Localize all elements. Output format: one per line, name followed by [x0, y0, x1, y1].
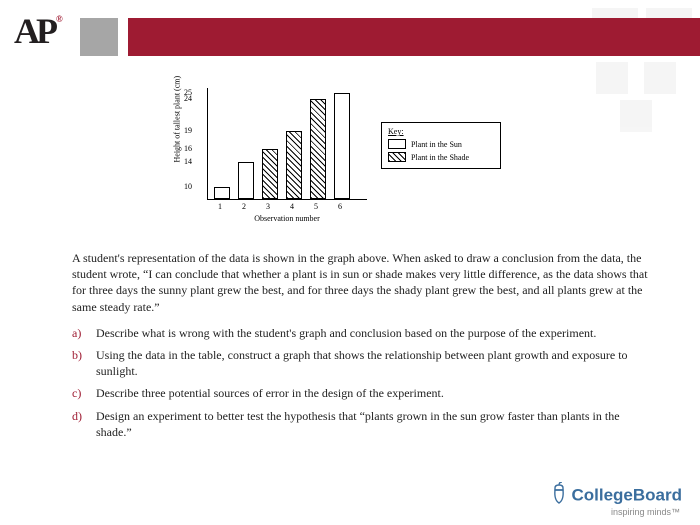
header-red-band — [128, 18, 700, 56]
question-item: b)Using the data in the table, construct… — [72, 347, 650, 379]
bar — [286, 131, 302, 199]
legend-row: Plant in the Shade — [388, 152, 494, 162]
bar — [214, 187, 230, 199]
legend-row: Plant in the Sun — [388, 139, 494, 149]
header-gray-square — [80, 18, 118, 56]
collegeboard-name: CollegeBoard — [571, 486, 682, 505]
y-axis-label: Height of tallest plant (cm) — [173, 76, 182, 163]
chart-plot — [207, 88, 367, 200]
question-item: a)Describe what is wrong with the studen… — [72, 325, 650, 341]
bar — [310, 99, 326, 199]
y-tick: 16 — [184, 145, 192, 153]
x-tick: 6 — [338, 202, 342, 211]
bar — [238, 162, 254, 199]
intro-paragraph: A student's representation of the data i… — [72, 250, 650, 315]
bar — [334, 93, 350, 199]
question-letter: b) — [72, 347, 96, 379]
chart-legend: Key: Plant in the Sun Plant in the Shade — [381, 122, 501, 169]
legend-label: Plant in the Shade — [411, 153, 469, 162]
y-tick: 10 — [184, 183, 192, 191]
x-tick: 2 — [242, 202, 246, 211]
legend-swatch — [388, 139, 406, 149]
legend-swatch — [388, 152, 406, 162]
bar — [262, 149, 278, 199]
x-tick: 4 — [290, 202, 294, 211]
header-band — [0, 18, 700, 58]
question-letter: c) — [72, 385, 96, 401]
legend-title: Key: — [388, 127, 494, 136]
acorn-icon — [549, 482, 569, 509]
legend-rows: Plant in the Sun Plant in the Shade — [388, 139, 494, 162]
y-tick: 19 — [184, 127, 192, 135]
y-tick: 14 — [184, 158, 192, 166]
legend-label: Plant in the Sun — [411, 140, 462, 149]
question-list: a)Describe what is wrong with the studen… — [72, 325, 650, 440]
question-text: Describe three potential sources of erro… — [96, 385, 650, 401]
x-tick: 1 — [218, 202, 222, 211]
x-tick: 5 — [314, 202, 318, 211]
bar-chart: Height of tallest plant (cm) 10141619242… — [185, 86, 515, 231]
question-text: Using the data in the table, construct a… — [96, 347, 650, 379]
collegeboard-logo: CollegeBoard inspiring minds™ — [549, 482, 682, 517]
question-item: d)Design an experiment to better test th… — [72, 408, 650, 440]
question-letter: d) — [72, 408, 96, 440]
question-item: c)Describe three potential sources of er… — [72, 385, 650, 401]
question-letter: a) — [72, 325, 96, 341]
question-text: Design an experiment to better test the … — [96, 408, 650, 440]
question-text: Describe what is wrong with the student'… — [96, 325, 650, 341]
y-tick: 25 — [184, 89, 192, 97]
x-axis-label: Observation number — [207, 214, 367, 223]
question-content: A student's representation of the data i… — [72, 250, 650, 446]
x-tick: 3 — [266, 202, 270, 211]
